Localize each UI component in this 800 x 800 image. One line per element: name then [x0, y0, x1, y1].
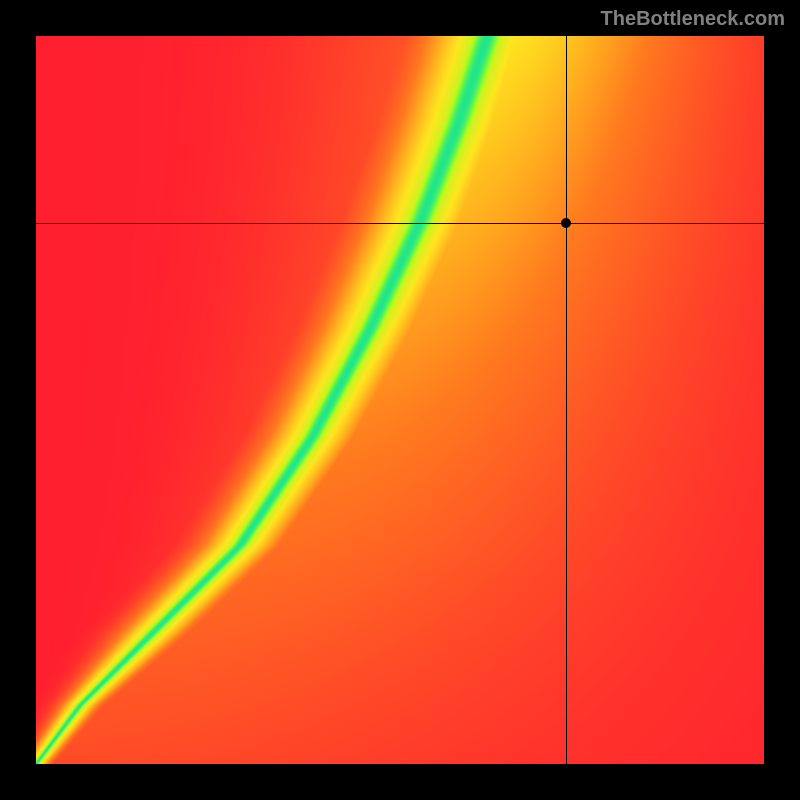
chart-container: TheBottleneck.com: [0, 0, 800, 800]
watermark-text: TheBottleneck.com: [601, 8, 785, 31]
crosshair-horizontal: [36, 223, 764, 224]
plot-area: [36, 36, 764, 764]
crosshair-marker: [561, 218, 571, 228]
crosshair-vertical: [566, 36, 567, 764]
heatmap-canvas: [36, 36, 764, 764]
